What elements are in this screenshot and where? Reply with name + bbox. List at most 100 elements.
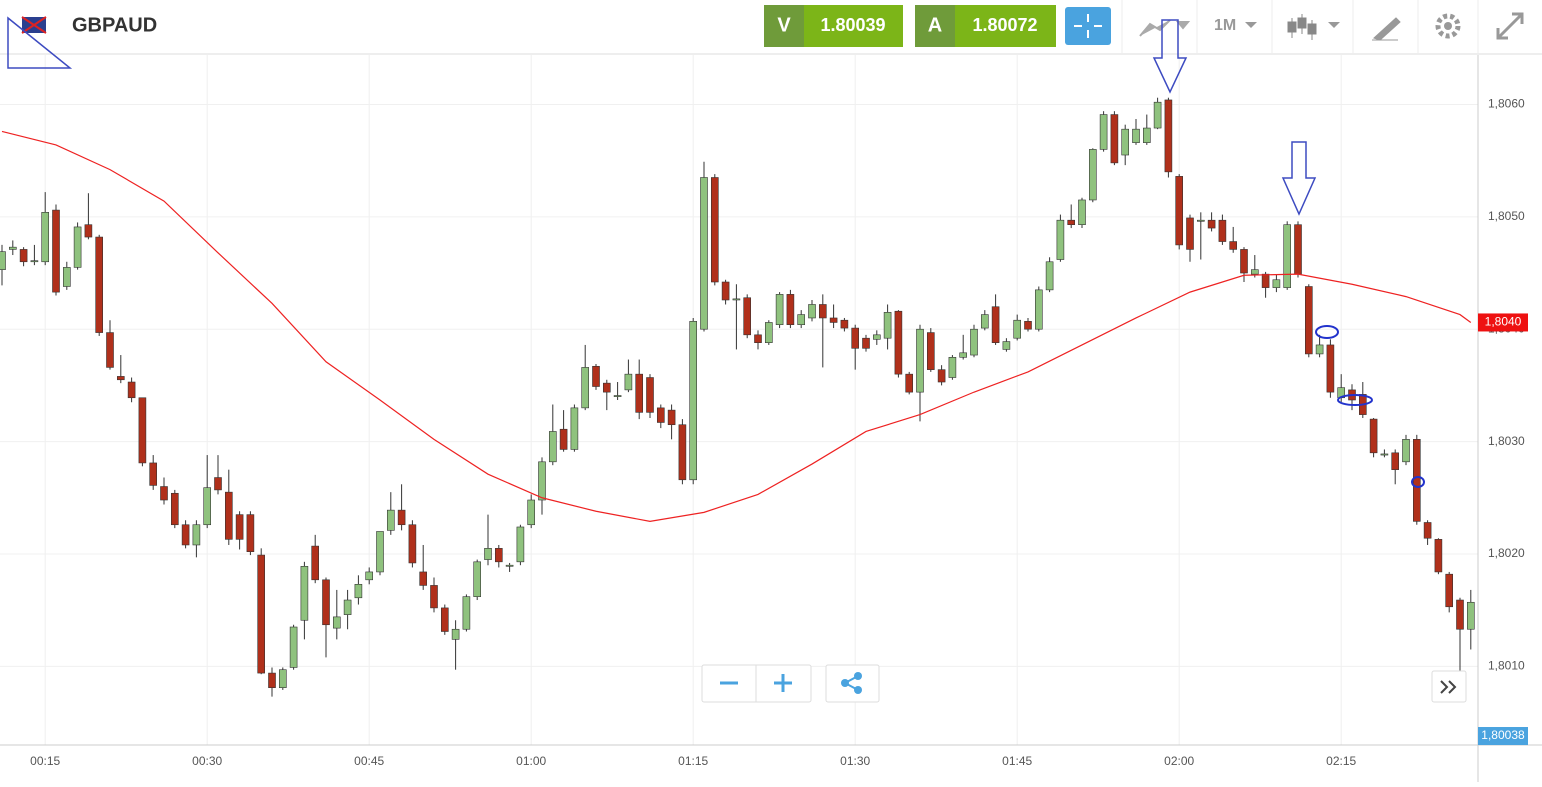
candle-body: [268, 672, 276, 688]
x-tick-label: 02:15: [1326, 754, 1356, 768]
settings-button[interactable]: [1435, 13, 1461, 39]
candle-body: [19, 249, 28, 263]
x-tick-label: 00:15: [30, 754, 60, 768]
candle-body: [160, 486, 168, 501]
candle-body: [948, 356, 957, 378]
candle-body: [732, 298, 741, 301]
candle-body: [278, 669, 287, 688]
bid-label: V: [777, 14, 791, 36]
candle-body: [332, 616, 341, 629]
candle-body: [624, 373, 633, 391]
candle-body: [1035, 289, 1043, 330]
ellipse-annotation: [1411, 476, 1425, 488]
candle-body: [354, 583, 363, 599]
candle-body: [851, 327, 860, 349]
candle-body: [916, 328, 924, 393]
candle-body: [1272, 279, 1281, 288]
candle-body: [1283, 224, 1291, 288]
candle-caret: [1328, 22, 1340, 28]
candle-body: [1456, 599, 1464, 630]
candle-body: [1153, 101, 1162, 129]
candle-body: [786, 294, 795, 326]
candle-body: [0, 251, 6, 270]
scroll-end-button[interactable]: [1431, 670, 1467, 703]
candle-body: [376, 531, 384, 573]
candle-body: [1467, 601, 1475, 630]
candle-body: [106, 332, 114, 368]
candle-body: [862, 337, 870, 349]
chart-type-button[interactable]: [1139, 19, 1191, 37]
ask-button[interactable]: [915, 5, 955, 47]
candle-body: [926, 332, 935, 370]
candle-body: [1218, 219, 1227, 242]
candle-body: [1423, 522, 1432, 539]
x-tick-label: 01:30: [840, 754, 870, 768]
share-button[interactable]: [825, 664, 880, 703]
ask-box[interactable]: [955, 5, 1056, 47]
candle-body: [894, 310, 903, 375]
candle-body: [656, 407, 665, 423]
timeframe[interactable]: 1M: [1214, 17, 1236, 34]
candle-body: [754, 334, 762, 343]
y-tick-label: 1,8030: [1488, 434, 1525, 448]
candle-body: [743, 297, 752, 336]
candle-body: [1175, 176, 1183, 246]
candle-body: [322, 579, 330, 626]
candle-body: [1089, 149, 1097, 201]
crosshair-icon: [1074, 14, 1102, 38]
draw-button[interactable]: [1372, 17, 1401, 41]
candle-body: [710, 177, 719, 283]
candle-body: [235, 514, 244, 540]
axes: 1,8010 1,8020 1,8030 1,8040 1,8050 1,8060 00:1…: [0, 55, 1542, 782]
candle-body: [1002, 341, 1011, 350]
candle-body: [970, 328, 978, 356]
crosshair-button[interactable]: [1065, 7, 1111, 45]
flag-cross: [21, 16, 47, 34]
candle-body: [775, 294, 784, 326]
candle-body: [1110, 114, 1119, 164]
candle-body: [764, 322, 773, 343]
candle-body: [494, 548, 503, 563]
share-dot: [854, 686, 862, 694]
candle-body: [397, 509, 406, 526]
fullscreen-button[interactable]: [1496, 12, 1524, 40]
ellipse-annotation: [1315, 325, 1339, 339]
candle-body: [840, 319, 849, 329]
candle-body: [1197, 219, 1205, 222]
candle-button[interactable]: [1287, 14, 1317, 40]
candle-body: [721, 281, 730, 301]
candle-body: [225, 491, 233, 540]
candle-body: [570, 407, 579, 450]
candle-body: [1013, 319, 1022, 339]
zoom-in-button[interactable]: [774, 674, 792, 692]
candle-body: [30, 260, 39, 263]
candle-body: [527, 499, 536, 526]
share-dot: [841, 679, 849, 687]
candle-body: [1434, 539, 1443, 573]
bid-price: 1.80039: [820, 15, 885, 35]
candle-body: [1402, 439, 1410, 463]
candle-body: [462, 596, 471, 630]
x-tick-label: 02:00: [1164, 754, 1194, 768]
bid-button[interactable]: [764, 5, 804, 47]
candle-body: [473, 561, 482, 597]
candle-body: [635, 373, 644, 413]
candle-body: [1251, 269, 1259, 275]
candle-body: [1326, 344, 1335, 393]
candle-body: [559, 428, 568, 450]
bid-box[interactable]: [804, 5, 903, 47]
y-tick-label: 1,8010: [1488, 659, 1525, 673]
candle-body: [1164, 99, 1173, 173]
candle-body: [980, 314, 989, 329]
ellipse-annotation: [1337, 394, 1373, 406]
y-tick-label: 1,8060: [1488, 97, 1525, 111]
candle-body: [9, 246, 17, 250]
candle-body: [646, 377, 654, 413]
candle-body: [451, 628, 460, 640]
candle-body: [1121, 128, 1129, 156]
x-tick-label: 00:30: [192, 754, 222, 768]
candle-body: [1445, 573, 1453, 608]
candle-body: [1143, 127, 1151, 143]
candle-body: [214, 477, 222, 491]
